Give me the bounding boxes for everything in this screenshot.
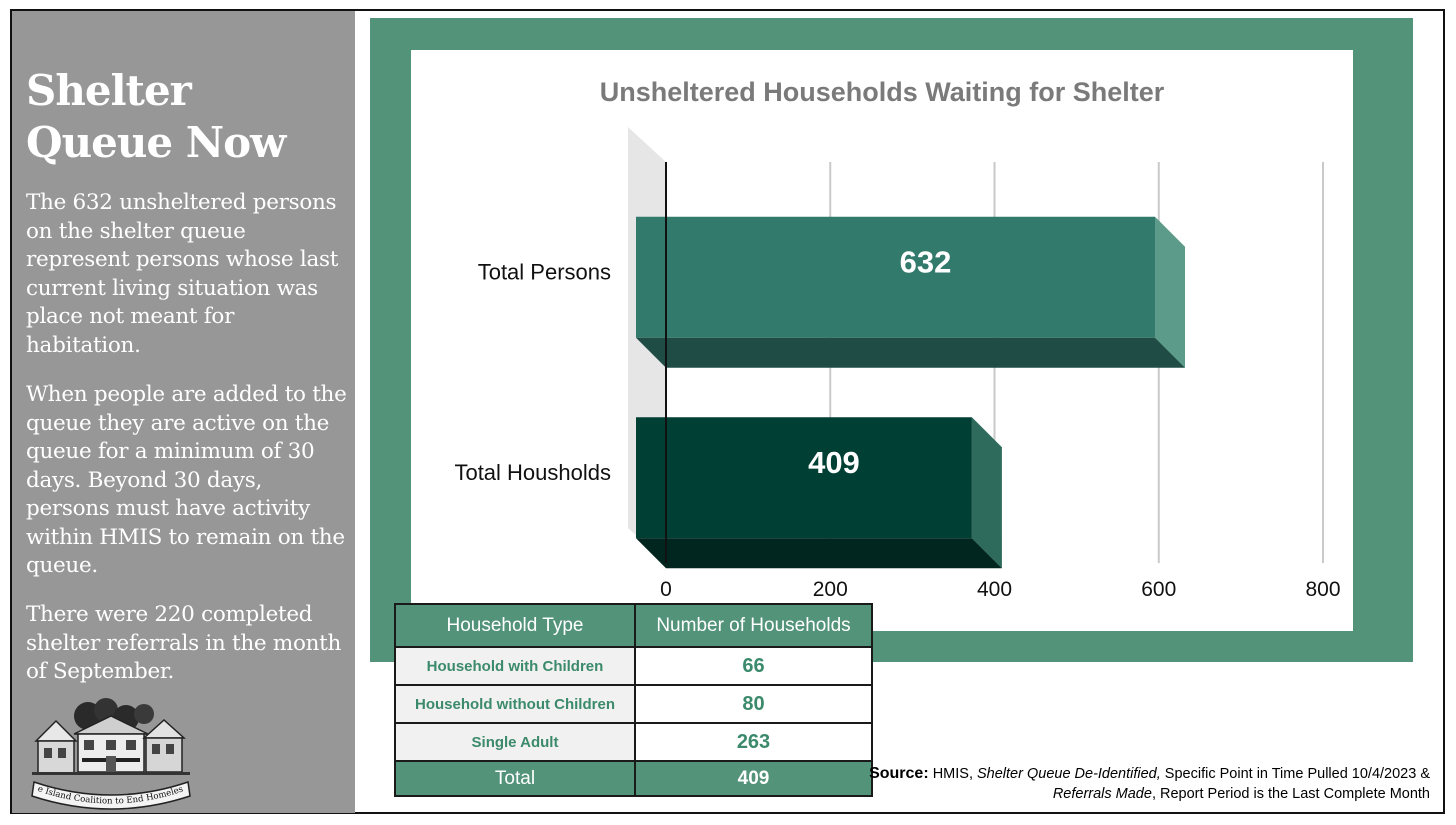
y-category-label: Total Persons	[478, 259, 611, 284]
bar-value-label: 632	[900, 244, 952, 279]
chart-title: Unsheltered Households Waiting for Shelt…	[600, 77, 1165, 107]
x-tick-label: 400	[977, 578, 1012, 601]
source-text-1b: Specific Point in Time Pulled 10/4/2023 …	[1160, 766, 1430, 782]
table-cell-label: Household without Children	[394, 684, 636, 724]
bar-value-label: 409	[808, 445, 860, 480]
sidebar-paragraph-3: There were 220 completed shelter referra…	[26, 602, 342, 684]
x-tick-label: 0	[660, 578, 672, 601]
table-total-value: 409	[634, 760, 873, 797]
sidebar: Shelter Queue Now The 632 unsheltered pe…	[12, 11, 355, 813]
page-title: Shelter Queue Now	[26, 66, 286, 167]
table-cell-value: 263	[634, 722, 873, 762]
source-note: Source: HMIS, Shelter Queue De-Identifie…	[869, 764, 1430, 804]
source-text-2-italic: Referrals Made	[1052, 786, 1152, 802]
bar-bottom	[636, 337, 1186, 368]
table-total-row: Total 409	[394, 760, 873, 797]
table-cell-label: Single Adult	[394, 722, 636, 762]
household-table: Household Type Number of Households Hous…	[394, 603, 873, 797]
table-header-row: Household Type Number of Households	[394, 603, 873, 648]
bar	[636, 417, 972, 539]
source-label: Source:	[869, 765, 929, 782]
x-tick-label: 600	[1141, 578, 1176, 601]
y-category-label: Total Housholds	[454, 460, 611, 485]
bar-bottom	[636, 538, 1002, 569]
table-header-number: Number of Households	[634, 603, 873, 648]
houses-illustration-icon: Rhode Island Coalition to End Homelessne…	[26, 696, 191, 810]
bar-side	[1155, 216, 1186, 368]
bar	[636, 216, 1156, 338]
table-row: Household with Children 66	[394, 646, 873, 686]
chart-area: Unsheltered Households Waiting for Shelt…	[411, 50, 1353, 631]
sidebar-paragraph-1: The 632 unsheltered persons on the shelt…	[26, 190, 339, 358]
source-text-1a: HMIS,	[932, 766, 977, 782]
bar-chart: Unsheltered Households Waiting for Shelt…	[454, 77, 1340, 601]
bar-side	[971, 417, 1002, 569]
table-cell-label: Household with Children	[394, 646, 636, 686]
x-tick-label: 200	[813, 578, 848, 601]
sidebar-paragraph-2: When people are added to the queue they …	[26, 382, 347, 578]
table-total-label: Total	[394, 760, 636, 797]
table-header-household-type: Household Type	[394, 603, 636, 648]
table-row: Single Adult 263	[394, 722, 873, 762]
table-cell-value: 66	[634, 646, 873, 686]
table-row: Household without Children 80	[394, 684, 873, 724]
table-cell-value: 80	[634, 684, 873, 724]
x-tick-label: 800	[1305, 578, 1340, 601]
source-text-2b: , Report Period is the Last Complete Mon…	[1151, 786, 1430, 802]
source-text-1-italic: Shelter Queue De-Identified,	[977, 766, 1161, 782]
